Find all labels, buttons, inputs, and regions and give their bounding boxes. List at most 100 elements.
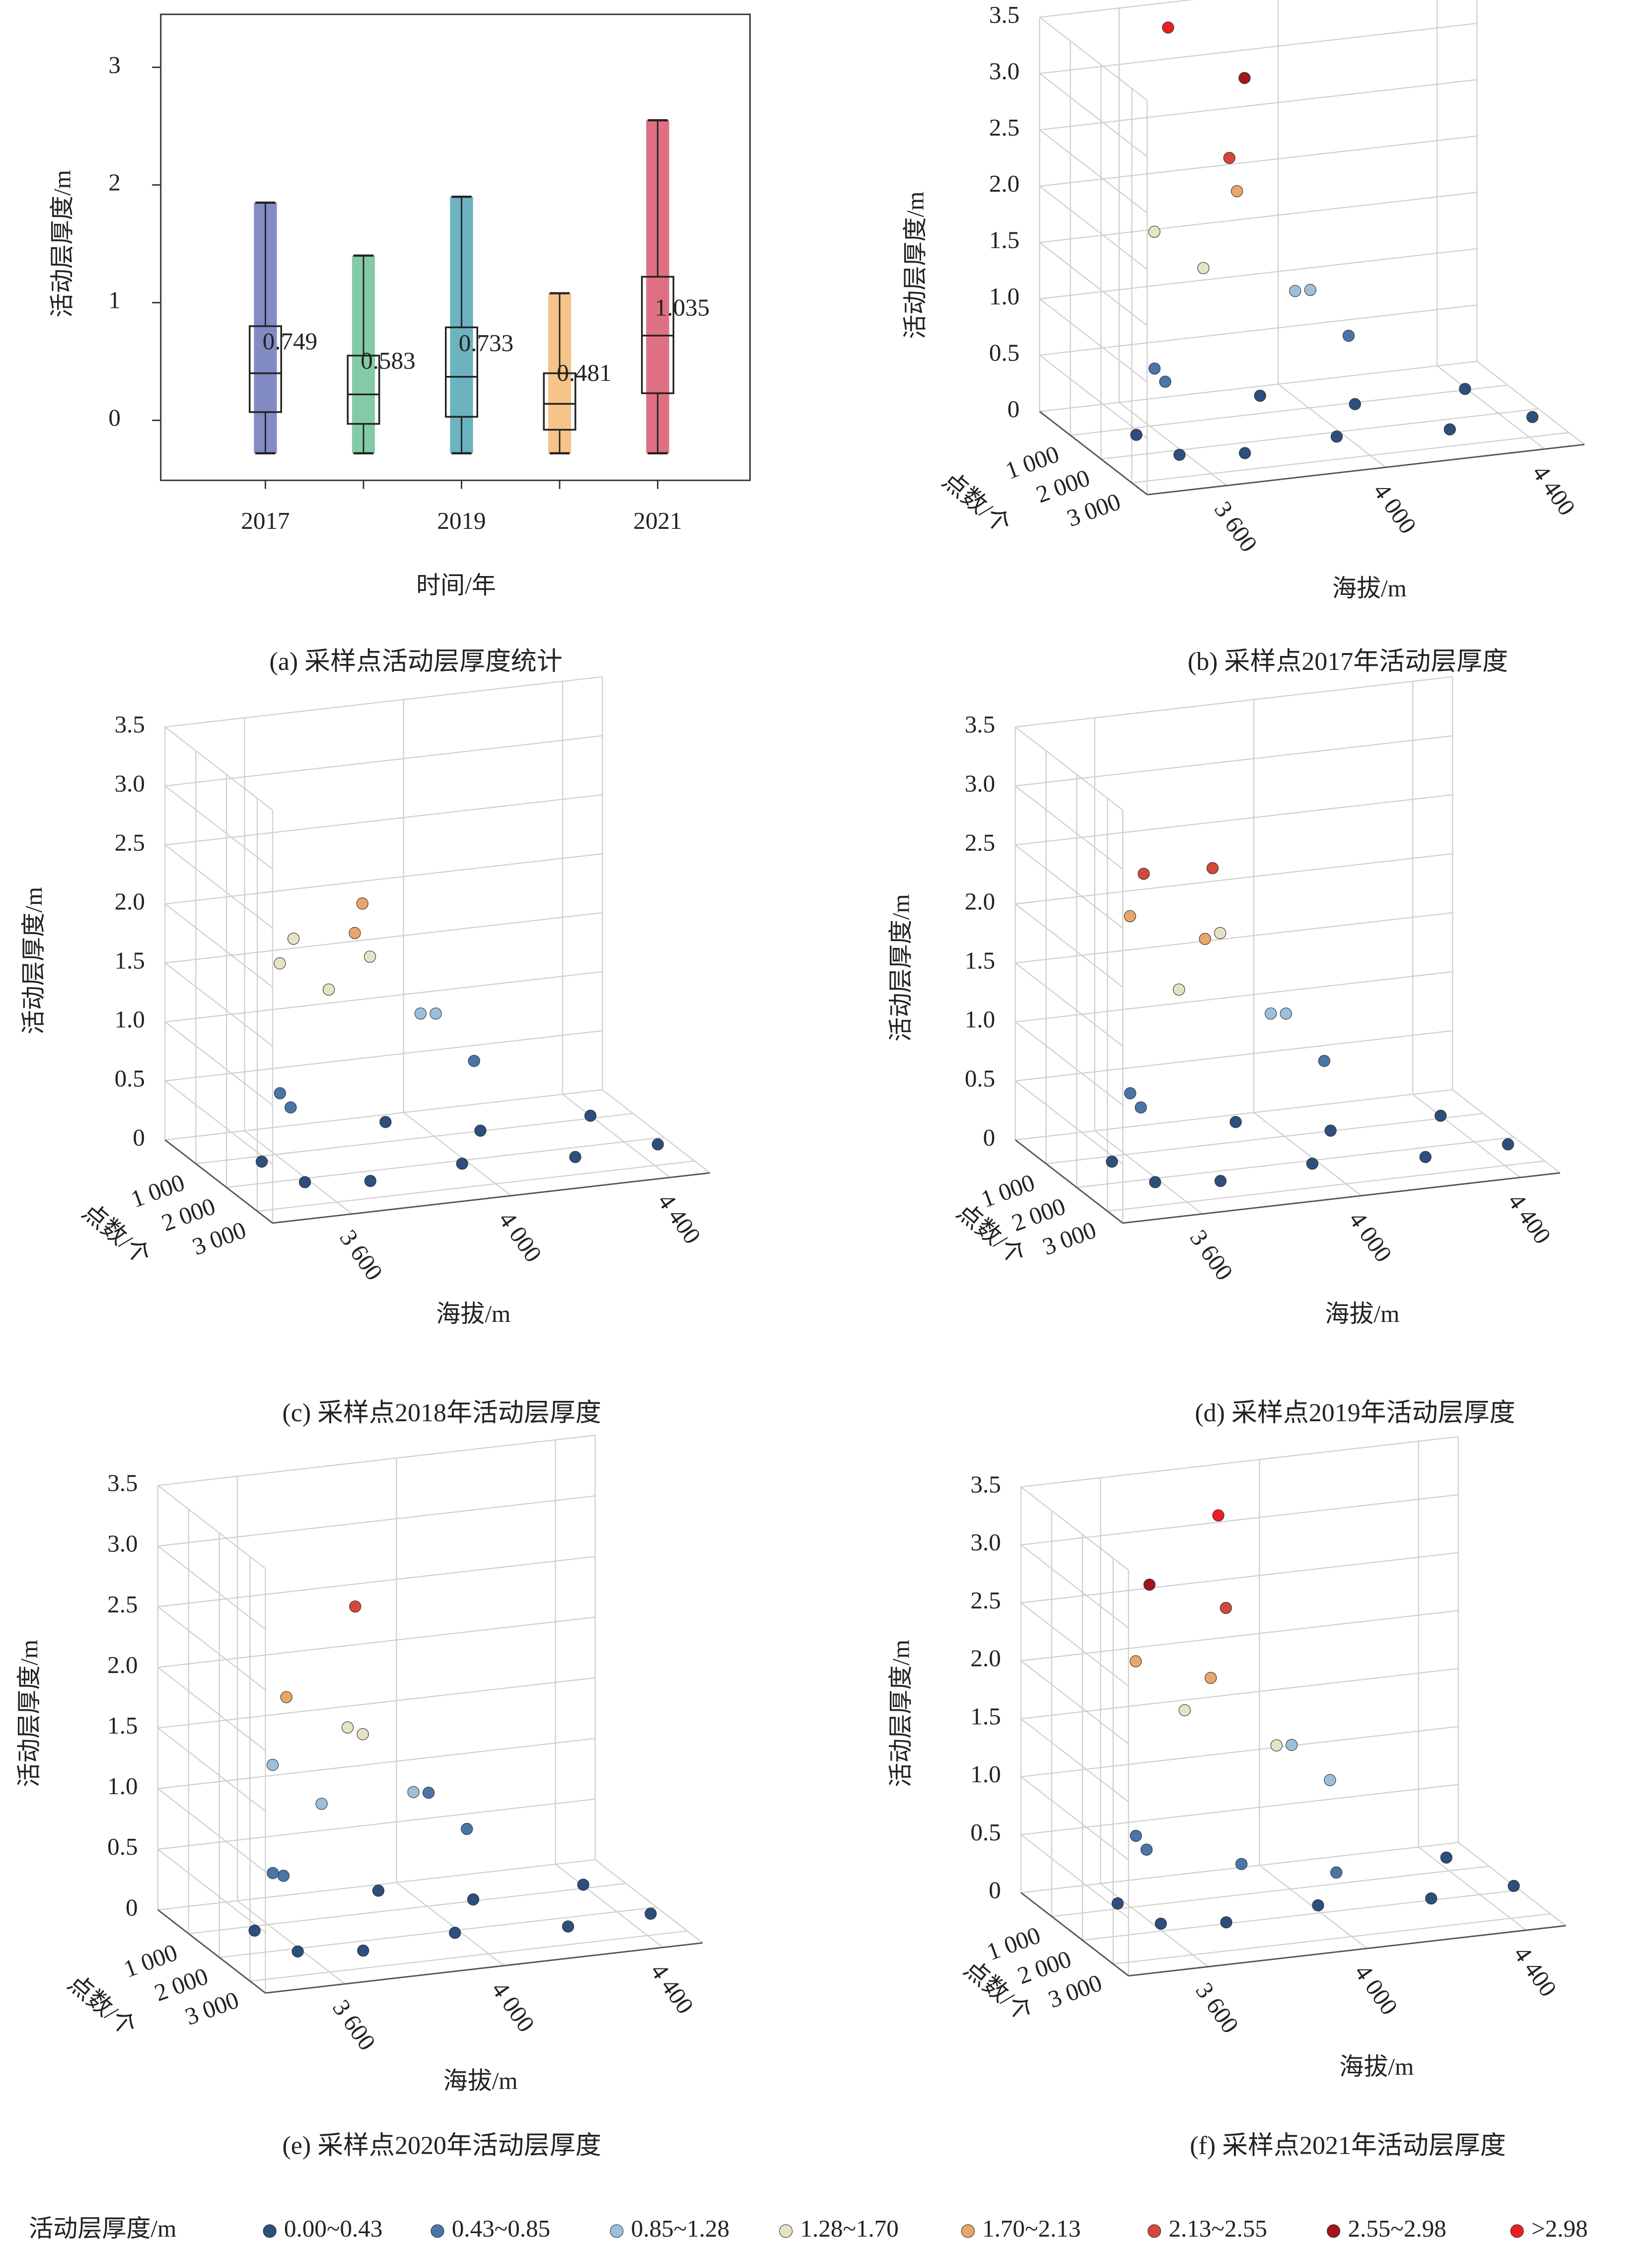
grid-line bbox=[1418, 1846, 1527, 1931]
z-tick-label: 2.0 bbox=[989, 170, 1019, 197]
z-tick-label: 1.5 bbox=[107, 1712, 138, 1739]
axis-line bbox=[1039, 411, 1148, 496]
grid-line bbox=[1039, 355, 1148, 439]
point bbox=[349, 927, 361, 940]
grid-line bbox=[164, 1080, 273, 1165]
y-tick-label: 2 bbox=[108, 169, 121, 196]
point bbox=[1306, 1158, 1319, 1170]
box bbox=[249, 325, 283, 413]
z-tick-label: 1.0 bbox=[107, 1772, 138, 1800]
box bbox=[543, 372, 576, 431]
grid-line bbox=[165, 853, 603, 905]
point bbox=[1435, 1109, 1447, 1122]
grid-line bbox=[1015, 1089, 1453, 1141]
point bbox=[1526, 411, 1539, 423]
grid-line bbox=[1021, 1668, 1458, 1720]
point bbox=[280, 1691, 292, 1703]
point bbox=[1149, 1176, 1161, 1188]
point bbox=[1312, 1899, 1324, 1911]
grid-line bbox=[1107, 1160, 1545, 1212]
point bbox=[322, 983, 335, 996]
z-tick-label: 2.5 bbox=[107, 1591, 138, 1618]
point bbox=[1159, 375, 1171, 388]
axis-line bbox=[1128, 1925, 1566, 1977]
x-tick-label: 2021 bbox=[633, 507, 682, 534]
caption: (c) 采样点2018年活动层厚度 bbox=[283, 1399, 601, 1427]
z-tick-label: 1.5 bbox=[115, 946, 145, 974]
grid-line bbox=[165, 1089, 603, 1141]
grid-line bbox=[165, 1030, 603, 1082]
z-axis-title: 活动层厚度/m bbox=[902, 192, 929, 339]
point bbox=[1197, 262, 1210, 275]
z-tick-label: 0.5 bbox=[970, 1818, 1001, 1846]
axis-line bbox=[1014, 1139, 1124, 1224]
grid-line bbox=[196, 1113, 634, 1164]
mean-label: 0.733 bbox=[459, 329, 513, 357]
grid-line bbox=[165, 794, 603, 846]
grid-line bbox=[188, 1883, 626, 1935]
grid-line bbox=[244, 1130, 353, 1215]
legend-label: 1.28~1.70 bbox=[800, 2215, 899, 2242]
point bbox=[1143, 1579, 1156, 1591]
y-axis-title: 点数/个 bbox=[937, 467, 1016, 539]
axis-line bbox=[1020, 1892, 1129, 1976]
grid-line bbox=[1082, 1889, 1520, 1941]
legend-title: 活动层厚度/m bbox=[29, 2215, 176, 2242]
grid-line bbox=[237, 1900, 346, 1985]
grid-line bbox=[1014, 1080, 1123, 1165]
grid-line bbox=[157, 1435, 595, 1486]
legend-label: 0.43~0.85 bbox=[452, 2215, 550, 2242]
point bbox=[1289, 285, 1301, 297]
point bbox=[1138, 868, 1150, 880]
z-tick-label: 3.0 bbox=[965, 770, 995, 797]
grid-line bbox=[1039, 242, 1148, 326]
point bbox=[1349, 398, 1361, 410]
grid-line bbox=[157, 1485, 266, 1569]
mean-label: 1.035 bbox=[655, 294, 710, 321]
point bbox=[1508, 1880, 1520, 1892]
x-tick-label: 4 000 bbox=[494, 1206, 547, 1267]
legend-label: 2.13~2.55 bbox=[1169, 2215, 1267, 2242]
point bbox=[1130, 1655, 1142, 1668]
x-tick-label: 2017 bbox=[241, 507, 289, 534]
z-tick-label: 2.0 bbox=[965, 888, 995, 915]
z-axis-title: 活动层厚度/m bbox=[887, 894, 915, 1041]
grid-line bbox=[1015, 971, 1453, 1023]
plot-frame bbox=[160, 13, 751, 481]
legend-swatch bbox=[1148, 2224, 1161, 2238]
z-tick-label: 1.5 bbox=[989, 226, 1019, 254]
y-axis-title: 活动层厚度/m bbox=[49, 170, 76, 317]
grid-line bbox=[1119, 402, 1227, 486]
point bbox=[1124, 910, 1136, 923]
caption: (b) 采样点2017年活动层厚度 bbox=[1188, 648, 1508, 676]
y-tick-label: 3 bbox=[108, 51, 121, 78]
point bbox=[1173, 448, 1186, 461]
point bbox=[356, 897, 368, 910]
x-tick-label: 4 400 bbox=[1527, 460, 1580, 520]
z-tick-label: 1.5 bbox=[970, 1702, 1001, 1730]
grid-line bbox=[1015, 912, 1453, 964]
grid-line bbox=[1070, 384, 1508, 436]
grid-line bbox=[1039, 248, 1477, 299]
axis-line bbox=[265, 1942, 703, 1994]
point bbox=[379, 1116, 392, 1128]
z-tick-label: 2.5 bbox=[989, 114, 1019, 141]
grid-line bbox=[1015, 794, 1453, 846]
point bbox=[1149, 363, 1161, 375]
legend-swatch bbox=[610, 2224, 624, 2238]
x-tick-label: 3 600 bbox=[335, 1225, 388, 1285]
point bbox=[1220, 1916, 1232, 1929]
point bbox=[1130, 1829, 1142, 1842]
point bbox=[467, 1893, 480, 1906]
point bbox=[1425, 1892, 1437, 1905]
point bbox=[651, 1138, 664, 1151]
z-tick-label: 3.0 bbox=[970, 1528, 1001, 1556]
grid-line bbox=[164, 1021, 273, 1106]
point bbox=[407, 1786, 420, 1798]
z-tick-label: 2.5 bbox=[970, 1587, 1001, 1614]
x-tick-label: 4 000 bbox=[486, 1976, 540, 2037]
grid-line bbox=[164, 785, 273, 870]
grid-line bbox=[555, 1864, 663, 1948]
point bbox=[449, 1927, 461, 1939]
grid-line bbox=[1020, 1718, 1129, 1803]
